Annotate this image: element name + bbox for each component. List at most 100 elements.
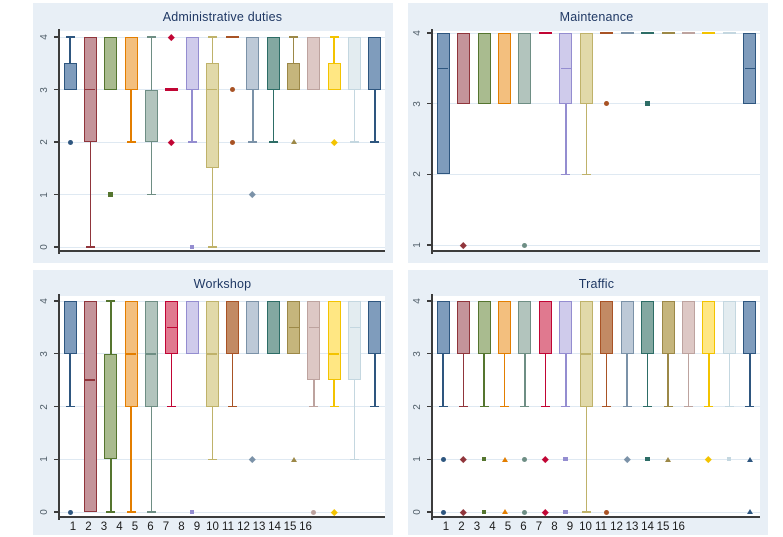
box-group-5 (144, 89, 158, 142)
box-group-1 (63, 63, 77, 90)
lower-whisker-cap (146, 193, 156, 196)
box-group-15 (722, 301, 736, 354)
lower-whisker (524, 353, 526, 407)
median-line (329, 353, 340, 355)
lower-whisker (252, 89, 254, 142)
plot-area: 0 1 2 3 4 (39, 29, 385, 254)
outlier-marker (168, 138, 175, 146)
x-tick-label: 4 (116, 521, 123, 533)
y-tick (54, 246, 59, 248)
x-tick-label: 5 (504, 521, 512, 533)
box-group-8 (579, 33, 593, 104)
lower-whisker (211, 406, 214, 460)
y-tick-label: 3 (39, 350, 50, 357)
x-tick-label: 14 (268, 521, 281, 533)
outlier-marker (481, 509, 487, 515)
lower-whisker (374, 89, 376, 142)
y-tick-label: 0 (412, 509, 423, 515)
box-group-10 (620, 301, 634, 354)
outlier-marker (230, 139, 236, 145)
upper-whisker-cap (207, 36, 217, 38)
gridline (60, 141, 385, 143)
outlier-marker (746, 509, 753, 515)
y-tick (54, 88, 59, 91)
box-group-2 (83, 301, 97, 512)
lower-whisker (89, 142, 92, 247)
y-tick (427, 353, 432, 355)
outlier-marker (108, 192, 113, 197)
outlier-marker (460, 241, 467, 249)
lower-whisker-cap (146, 511, 156, 513)
y-axis-line (431, 294, 433, 520)
lower-whisker-cap (704, 405, 714, 408)
panel-title: Administrative duties (162, 10, 283, 24)
x-tick-label: 16 (299, 521, 312, 533)
collapsed-box (226, 35, 240, 39)
plot-area: 1 2 3 4 (412, 29, 760, 254)
box-group-16 (743, 301, 757, 354)
lower-whisker-cap (581, 173, 591, 176)
lower-whisker-cap (622, 405, 632, 408)
y-axis-line (58, 294, 60, 520)
median-line (308, 326, 319, 329)
y-tick-label: 1 (412, 456, 423, 463)
collapsed-box (165, 88, 179, 91)
lower-whisker (69, 353, 71, 407)
upper-whisker-cap (146, 36, 156, 38)
x-tick-label: 5 (131, 521, 139, 533)
gridline (433, 511, 760, 513)
y-tick-label: 0 (39, 244, 50, 250)
box-group-5 (518, 33, 532, 104)
lower-whisker (708, 353, 710, 407)
y-tick-label: 2 (412, 171, 423, 178)
box-group-6 (538, 301, 552, 354)
plot-area: 0 1 2 3 4 (412, 294, 760, 520)
x-tick-label: 13 (625, 521, 639, 533)
median-line (744, 67, 755, 70)
x-tick-label: 10 (206, 521, 219, 533)
x-axis-line (431, 250, 760, 252)
outlier-marker (290, 456, 297, 462)
lower-whisker-cap (126, 141, 136, 143)
collapsed-box (641, 31, 655, 35)
y-tick (427, 405, 432, 408)
y-tick-label: 4 (39, 34, 50, 40)
x-tick-label: 11 (222, 521, 234, 533)
lower-whisker (353, 89, 356, 142)
lower-whisker (110, 459, 112, 512)
y-axis-line (58, 29, 60, 254)
upper-whisker (110, 301, 112, 354)
upper-whisker (292, 37, 295, 64)
y-tick-label: 3 (39, 86, 50, 93)
median-line (85, 379, 96, 381)
upper-whisker (150, 37, 153, 90)
lower-whisker-cap (479, 405, 489, 408)
outlier-marker (522, 509, 528, 515)
gridline (60, 36, 385, 38)
box-group-9 (226, 301, 240, 354)
lower-whisker-cap (602, 405, 612, 408)
x-tick-label: 15 (656, 521, 670, 533)
box-group-12 (661, 301, 675, 354)
upper-whisker (211, 37, 214, 64)
lower-whisker (605, 353, 608, 407)
lower-whisker (211, 168, 214, 247)
y-tick-label: 0 (39, 509, 50, 515)
y-tick (427, 173, 432, 175)
box-group-12 (287, 63, 301, 90)
box-group-10 (246, 37, 260, 90)
lower-whisker (313, 380, 315, 407)
y-tick-label: 4 (412, 30, 423, 36)
box-group-4 (498, 33, 512, 104)
x-tick-label: 8 (178, 521, 185, 533)
panel-administrative-duties: Administrative duties 0 1 2 3 4 (33, 3, 393, 263)
gridline (433, 244, 760, 246)
outlier-marker (311, 509, 317, 515)
outlier-marker (726, 456, 732, 462)
lower-whisker-cap (561, 173, 571, 176)
x-tick-label: 2 (85, 521, 92, 533)
x-tick-label: 12 (237, 521, 250, 533)
lower-whisker-cap (520, 405, 530, 408)
lower-whisker-cap (187, 141, 197, 143)
